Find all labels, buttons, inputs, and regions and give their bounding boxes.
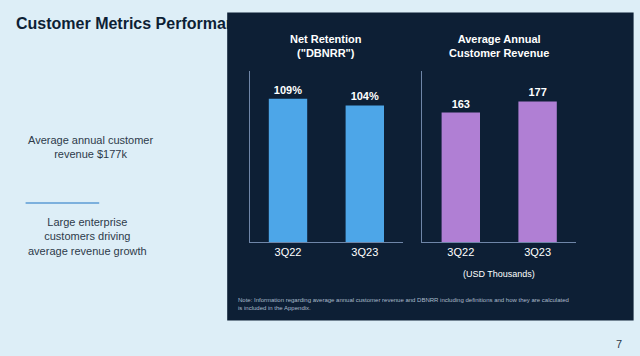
- svg-text:109%: 109%: [274, 84, 302, 96]
- svg-text:3Q22: 3Q22: [447, 246, 474, 258]
- svg-text:(USD Thousands): (USD Thousands): [463, 269, 535, 279]
- svg-text:3Q23: 3Q23: [351, 246, 378, 258]
- svg-text:Customer Metrics Performance: Customer Metrics Performance: [16, 15, 254, 32]
- svg-text:163: 163: [452, 98, 470, 110]
- svg-text:7: 7: [616, 338, 622, 350]
- svg-text:3Q23: 3Q23: [524, 246, 551, 258]
- svg-text:177: 177: [528, 86, 546, 98]
- svg-text:104%: 104%: [351, 90, 379, 102]
- svg-text:Net Retention("DBNRR"): Net Retention("DBNRR"): [290, 33, 362, 59]
- svg-text:Note: Information regarding av: Note: Information regarding average annu…: [238, 297, 569, 311]
- svg-text:Average annual customerrevenue: Average annual customerrevenue $177k: [28, 134, 153, 160]
- svg-text:Large enterprisecustomers driv: Large enterprisecustomers drivingaverage…: [28, 216, 147, 257]
- svg-text:3Q22: 3Q22: [275, 246, 302, 258]
- svg-text:Average AnnualCustomer Revenue: Average AnnualCustomer Revenue: [449, 33, 549, 59]
